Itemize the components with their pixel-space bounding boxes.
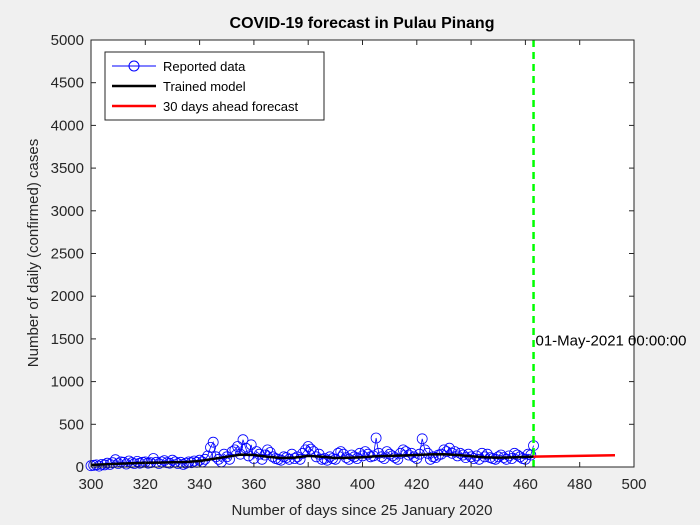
y-tick-label: 4000 xyxy=(51,117,84,134)
x-tick-label: 380 xyxy=(296,476,321,493)
vertical-line-date-label: 01-May-2021 00:00:00 xyxy=(536,333,687,350)
legend: Reported data Trained model 30 days ahea… xyxy=(104,51,325,121)
reported-data-point xyxy=(300,444,311,456)
reported-data-point xyxy=(232,441,244,452)
reported-data-point xyxy=(468,453,480,464)
reported-data-point xyxy=(416,433,428,445)
x-tick-label: 420 xyxy=(404,476,429,493)
reported-data-point xyxy=(262,444,273,456)
reported-data-point xyxy=(240,442,252,454)
y-tick-label: 1000 xyxy=(51,374,84,391)
reported-data-point xyxy=(346,449,358,461)
legend-entry-trained: Trained model xyxy=(112,79,246,94)
trained-model-line xyxy=(90,452,534,467)
reported-data-point xyxy=(460,452,472,464)
legend-marker-reported xyxy=(128,60,140,72)
reported-data-point xyxy=(362,448,374,460)
legend-label-reported: Reported data xyxy=(163,59,246,74)
x-tick-label: 440 xyxy=(459,476,484,493)
reported-data-point xyxy=(207,436,219,448)
y-tick-label: 2000 xyxy=(51,288,84,305)
reported-data-point xyxy=(490,453,501,465)
x-tick-label: 480 xyxy=(567,476,592,493)
reported-data-point xyxy=(329,453,341,465)
reported-data-point xyxy=(158,455,170,467)
reported-data-point xyxy=(245,439,257,451)
reported-data-point xyxy=(123,455,135,467)
legend-label-trained: Trained model xyxy=(163,79,246,94)
reported-data-point xyxy=(430,452,442,464)
y-tick-label: 500 xyxy=(59,416,84,433)
reported-data-point xyxy=(321,454,333,466)
reported-data-point xyxy=(275,454,287,466)
reported-data-point xyxy=(503,450,515,462)
reported-data-point xyxy=(283,453,295,465)
reported-data-point xyxy=(224,453,235,465)
y-tick-label: 5000 xyxy=(51,32,84,49)
reported-data-point xyxy=(384,448,396,460)
reported-data-point xyxy=(237,434,249,446)
y-tick-label: 3500 xyxy=(51,160,84,177)
reported-data-point xyxy=(441,446,453,458)
reported-data-point xyxy=(313,448,325,460)
reported-data-point xyxy=(166,454,178,466)
x-tick-label: 340 xyxy=(187,476,212,493)
reported-data-point xyxy=(443,442,455,454)
x-tick-label: 360 xyxy=(241,476,266,493)
reported-data-point xyxy=(93,460,105,472)
chart-title: COVID-19 forecast in Pulau Pinang xyxy=(230,15,495,32)
x-tick-label: 400 xyxy=(350,476,375,493)
reported-data-point xyxy=(294,453,306,465)
reported-data-point xyxy=(495,449,507,461)
reported-data-point xyxy=(395,447,406,459)
reported-data-point xyxy=(454,447,466,459)
reported-data-point xyxy=(131,455,143,467)
x-tick-label: 500 xyxy=(621,476,646,493)
reported-data-point xyxy=(370,432,382,444)
reported-data-point xyxy=(473,453,485,465)
reported-data-point xyxy=(392,453,404,465)
y-tick-label: 4500 xyxy=(51,75,84,92)
legend-entry-reported: Reported data xyxy=(112,59,246,74)
reported-data-point xyxy=(500,453,512,465)
x-tick-label: 300 xyxy=(78,476,103,493)
reported-data-point xyxy=(389,452,401,464)
y-tick-label: 3000 xyxy=(51,203,84,220)
y-tick-label: 0 xyxy=(76,459,84,476)
legend-label-forecast: 30 days ahead forecast xyxy=(163,99,299,114)
data-layer xyxy=(85,40,616,472)
y-tick-label: 1500 xyxy=(51,331,84,348)
reported-data-point xyxy=(172,458,184,470)
legend-entry-forecast: 30 days ahead forecast xyxy=(112,99,299,114)
reported-data-point xyxy=(408,451,420,463)
reported-data-point xyxy=(305,443,317,455)
reported-data-point xyxy=(481,448,493,460)
x-axis-label: Number of days since 25 January 2020 xyxy=(232,502,493,519)
reported-data-point xyxy=(378,453,390,464)
forecast-line xyxy=(533,453,616,458)
x-tick-label: 320 xyxy=(133,476,158,493)
y-tick-label: 2500 xyxy=(51,246,84,263)
x-tick-label: 460 xyxy=(513,476,538,493)
axes-layer: 300 320 340 360 380 400 420 440 460 480 5000500100… xyxy=(51,32,647,493)
reported-data-point xyxy=(462,448,474,460)
reported-data-point xyxy=(335,446,347,458)
y-axis-label: Number of daily (confirmed) cases xyxy=(25,139,42,367)
reported-data-point xyxy=(205,441,216,453)
